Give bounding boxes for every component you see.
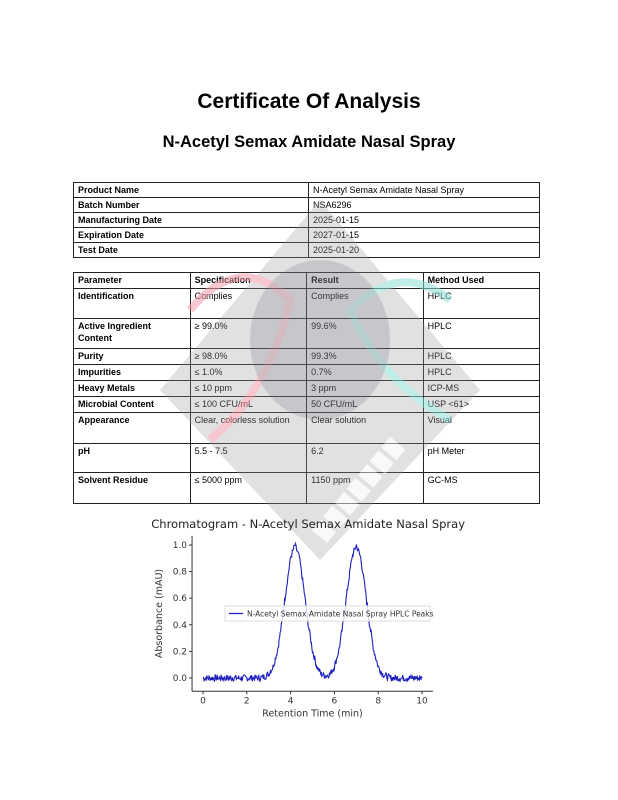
- table-cell: Heavy Metals: [73, 380, 191, 397]
- table-cell: ≤ 5000 ppm: [189, 472, 308, 504]
- column-header: Result: [306, 272, 424, 289]
- table-row: pH 5.5 - 7.5 6.2 pH Meter: [73, 443, 541, 473]
- info-row: Batch Number NSA6296: [73, 197, 540, 213]
- info-row: Product Name N-Acetyl Semax Amidate Nasal…: [73, 182, 540, 198]
- column-header: Parameter: [73, 272, 191, 289]
- table-row: Identification Complies Complies HPLC: [73, 288, 541, 319]
- table-row: Active Ingredient Content ≥ 99.0% 99.6% HPL…: [73, 318, 541, 349]
- table-cell: 99.3%: [306, 348, 424, 365]
- y-axis-label: Absorbance (mAU): [154, 569, 165, 658]
- x-tick-label: 0: [200, 696, 206, 706]
- legend-box: [224, 605, 431, 622]
- info-row: Test Date 2025-01-20: [73, 242, 540, 258]
- info-value: NSA6296: [308, 197, 540, 213]
- y-tick-label: 0.6: [173, 594, 188, 604]
- table-cell: ≤ 10 ppm: [189, 380, 308, 397]
- table-cell: pH: [73, 443, 191, 473]
- table-cell: ≥ 98.0%: [189, 348, 308, 365]
- results-table: Parameter Specification Result Method Used I…: [73, 272, 541, 504]
- table-header-row: Parameter Specification Result Method Used: [73, 272, 541, 289]
- product-info-table: Product Name N-Acetyl Semax Amidate Nasal…: [73, 182, 540, 258]
- x-tick-label: 2: [244, 696, 250, 706]
- table-cell: Microbial Content: [73, 396, 191, 413]
- table-cell: 50 CFU/mL: [306, 396, 424, 413]
- x-axis-label: Retention Time (min): [262, 708, 362, 719]
- table-cell: ICP-MS: [422, 380, 541, 397]
- info-row: Manufacturing Date 2025-01-15: [73, 212, 540, 228]
- table-cell: Visual: [422, 412, 541, 444]
- table-cell: 3 ppm: [306, 380, 424, 397]
- info-label: Expiration Date: [73, 227, 309, 243]
- info-value: 2025-01-15: [308, 212, 540, 228]
- column-header: Method Used: [422, 272, 541, 289]
- table-row: Solvent Residue ≤ 5000 ppm 1150 ppm GC-MS: [73, 472, 541, 504]
- page-title: Certificate Of Analysis: [197, 90, 421, 113]
- table-cell: USP <61>: [422, 396, 541, 413]
- table-cell: Complies: [306, 288, 424, 319]
- table-cell: 5.5 - 7.5: [189, 443, 308, 473]
- info-label: Test Date: [73, 242, 309, 258]
- info-row: Expiration Date 2027-01-15: [73, 227, 540, 243]
- table-cell: Solvent Residue: [73, 472, 191, 504]
- chromatogram-chart: 0 2 4 6 8 10 0.0 0.2 0.4 0.6 0.8 1.0 Retention Time …: [154, 535, 434, 719]
- product-subtitle: N-Acetyl Semax Amidate Nasal Spray: [162, 133, 456, 151]
- info-label: Batch Number: [73, 197, 309, 213]
- info-value: 2027-01-15: [308, 227, 540, 243]
- table-cell: 6.2: [306, 443, 424, 473]
- table-row: Appearance Clear, colorless solution Clear…: [73, 412, 541, 444]
- y-tick-label: 0.4: [173, 621, 188, 631]
- table-row: Heavy Metals ≤ 10 ppm 3 ppm ICP-MS: [73, 380, 541, 397]
- table-cell: 99.6%: [306, 318, 424, 349]
- table-cell: Appearance: [73, 412, 191, 444]
- column-header: Specification: [189, 272, 308, 289]
- table-cell: HPLC: [422, 318, 541, 349]
- table-cell: Clear, colorless solution: [189, 412, 308, 444]
- table-row: Impurities ≤ 1.0% 0.7% HPLC: [73, 364, 541, 381]
- table-cell: HPLC: [422, 364, 541, 381]
- table-cell: Impurities: [73, 364, 191, 381]
- chart-title: HPLC Chromatogram - N-Acetyl Semax Amida…: [152, 517, 465, 531]
- table-cell: HPLC: [422, 348, 541, 365]
- info-value: N-Acetyl Semax Amidate Nasal Spray: [308, 182, 540, 198]
- table-cell: GC-MS: [422, 472, 541, 504]
- y-tick-label: 1.0: [173, 541, 188, 551]
- info-label: Manufacturing Date: [73, 212, 309, 228]
- info-value: 2025-01-20: [308, 242, 540, 258]
- info-label: Product Name: [73, 182, 309, 198]
- table-cell: Complies: [189, 288, 308, 319]
- x-tick-label: 10: [416, 696, 428, 706]
- table-cell: 0.7%: [306, 364, 424, 381]
- table-cell: Clear solution: [306, 412, 424, 444]
- table-cell: 1150 ppm: [306, 472, 424, 504]
- table-cell: Active Ingredient Content: [73, 318, 191, 349]
- legend-label: N-Acetyl Semax Amidate Nasal Spray HPLC …: [247, 610, 434, 619]
- table-cell: ≥ 99.0%: [189, 318, 308, 349]
- table-cell: pH Meter: [422, 443, 541, 473]
- table-cell: ≤ 1.0%: [189, 364, 308, 381]
- x-tick-label: 8: [375, 696, 381, 706]
- table-row: Microbial Content ≤ 100 CFU/mL 50 CFU/mL US…: [73, 396, 541, 413]
- table-cell: HPLC: [422, 288, 541, 319]
- table-row: Purity ≥ 98.0% 99.3% HPLC: [73, 348, 541, 365]
- table-cell: ≤ 100 CFU/mL: [189, 396, 308, 413]
- x-tick-label: 4: [288, 696, 294, 706]
- y-tick-label: 0.2: [173, 647, 187, 657]
- y-tick-label: 0.8: [173, 568, 188, 578]
- table-cell: Purity: [73, 348, 191, 365]
- y-tick-label: 0.0: [173, 674, 188, 684]
- chart-title-text: HPLC Chromatogram - N-Acetyl Semax Amida…: [152, 517, 465, 531]
- x-tick-label: 6: [332, 696, 338, 706]
- series-line: [202, 541, 423, 683]
- table-cell: Identification: [73, 288, 191, 319]
